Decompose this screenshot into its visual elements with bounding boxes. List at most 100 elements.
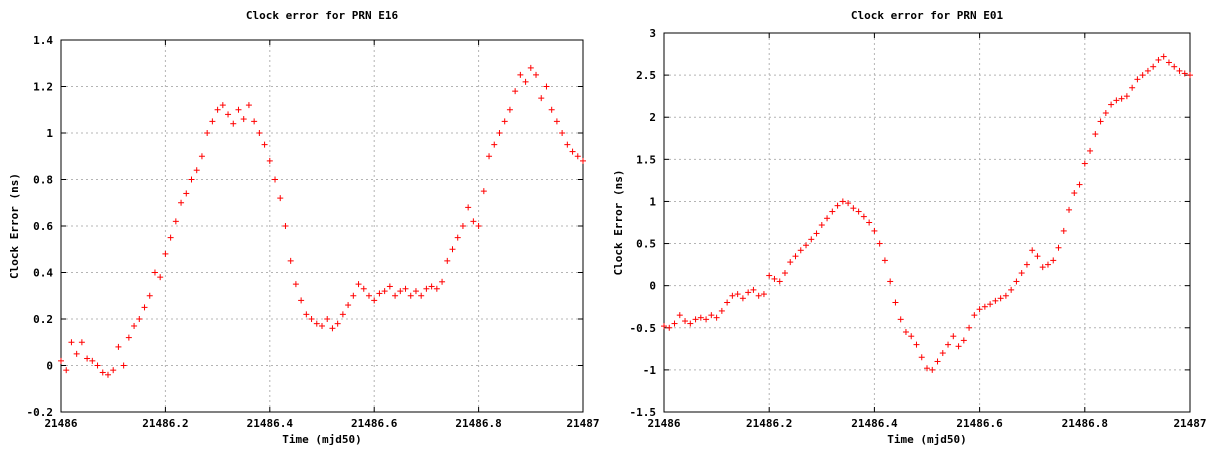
data-point	[992, 297, 999, 304]
data-point	[971, 312, 978, 319]
data-point	[214, 106, 221, 113]
data-point	[676, 312, 683, 319]
data-point	[813, 230, 820, 237]
data-point	[319, 322, 325, 329]
data-point	[892, 299, 899, 306]
data-point	[1176, 67, 1183, 74]
data-point	[392, 292, 399, 299]
data-point	[1108, 101, 1115, 108]
data-point	[559, 130, 566, 136]
data-point	[1123, 93, 1130, 100]
data-point	[981, 303, 988, 310]
data-point	[543, 83, 550, 90]
data-point	[960, 337, 967, 344]
data-point	[787, 259, 794, 266]
data-point	[1039, 264, 1046, 271]
data-point	[760, 291, 767, 298]
data-point	[465, 204, 472, 211]
data-point	[803, 242, 810, 249]
data-point	[697, 314, 704, 321]
data-point	[251, 118, 258, 125]
data-point	[1066, 206, 1073, 213]
data-point	[350, 292, 357, 299]
data-point	[708, 312, 715, 319]
data-point	[433, 285, 440, 292]
data-point	[193, 167, 200, 174]
y-tick-label: -0.5	[630, 322, 657, 335]
data-point	[1144, 67, 1151, 74]
x-tick-label: 21486.4	[851, 417, 898, 430]
data-point	[661, 323, 667, 330]
data-point	[750, 286, 757, 293]
data-point	[99, 369, 106, 376]
data-point	[703, 316, 710, 323]
data-point	[470, 218, 477, 225]
y-tick-label: 1	[46, 127, 53, 140]
data-point	[739, 295, 746, 302]
data-point	[929, 366, 936, 373]
y-tick-label: -1.5	[630, 406, 657, 419]
data-point	[402, 285, 409, 292]
y-tick-label: 0.5	[636, 238, 656, 251]
data-point	[855, 208, 862, 215]
data-point	[444, 257, 451, 264]
data-point	[298, 297, 305, 304]
data-point	[110, 367, 117, 374]
data-point	[1097, 118, 1104, 125]
data-point	[1155, 56, 1162, 63]
data-point	[1139, 72, 1146, 79]
data-point	[755, 292, 762, 299]
y-tick-label: 1	[649, 195, 656, 208]
data-point	[84, 355, 91, 362]
x-tick-label: 21486.6	[351, 417, 398, 430]
data-point	[966, 324, 973, 331]
data-point	[360, 285, 367, 292]
data-point	[1087, 147, 1094, 154]
data-point	[845, 200, 852, 207]
data-point	[666, 324, 673, 331]
data-point	[162, 250, 169, 257]
x-tick-label: 21486.8	[455, 417, 501, 430]
data-point	[522, 78, 529, 85]
x-tick-label: 21487	[1173, 417, 1206, 430]
data-point	[63, 367, 70, 374]
data-point	[397, 288, 404, 295]
data-point	[480, 188, 487, 195]
data-point	[496, 130, 503, 136]
data-point	[235, 106, 242, 113]
data-point	[167, 234, 174, 241]
data-point	[950, 333, 957, 340]
y-axis-label: Clock Error (ns)	[612, 170, 625, 276]
y-tick-label: 3	[649, 27, 656, 40]
data-point	[303, 311, 310, 318]
data-point	[225, 111, 232, 118]
data-point	[240, 116, 247, 123]
data-point	[1013, 278, 1020, 285]
y-tick-label: 0	[649, 280, 656, 293]
y-tick-label: -1	[643, 364, 657, 377]
data-point	[454, 234, 461, 241]
data-point	[313, 320, 320, 327]
data-point	[1002, 292, 1009, 299]
data-point	[277, 195, 284, 202]
data-point	[339, 311, 346, 318]
data-point	[902, 328, 909, 335]
data-point	[188, 176, 195, 183]
x-tick-label: 21486.4	[247, 417, 294, 430]
data-point	[219, 102, 226, 109]
data-point	[68, 339, 75, 346]
data-point	[292, 281, 299, 288]
data-point	[287, 257, 294, 264]
data-point	[792, 253, 799, 260]
data-point	[491, 141, 498, 148]
data-point	[266, 157, 273, 164]
data-point	[839, 198, 846, 205]
data-point	[1050, 257, 1057, 264]
data-point	[1165, 59, 1172, 66]
data-point	[834, 202, 841, 209]
chart-title: Clock error for PRN E16	[246, 9, 399, 22]
data-point	[282, 223, 289, 229]
data-point	[913, 341, 920, 348]
data-point	[172, 218, 179, 225]
data-point	[506, 106, 513, 113]
